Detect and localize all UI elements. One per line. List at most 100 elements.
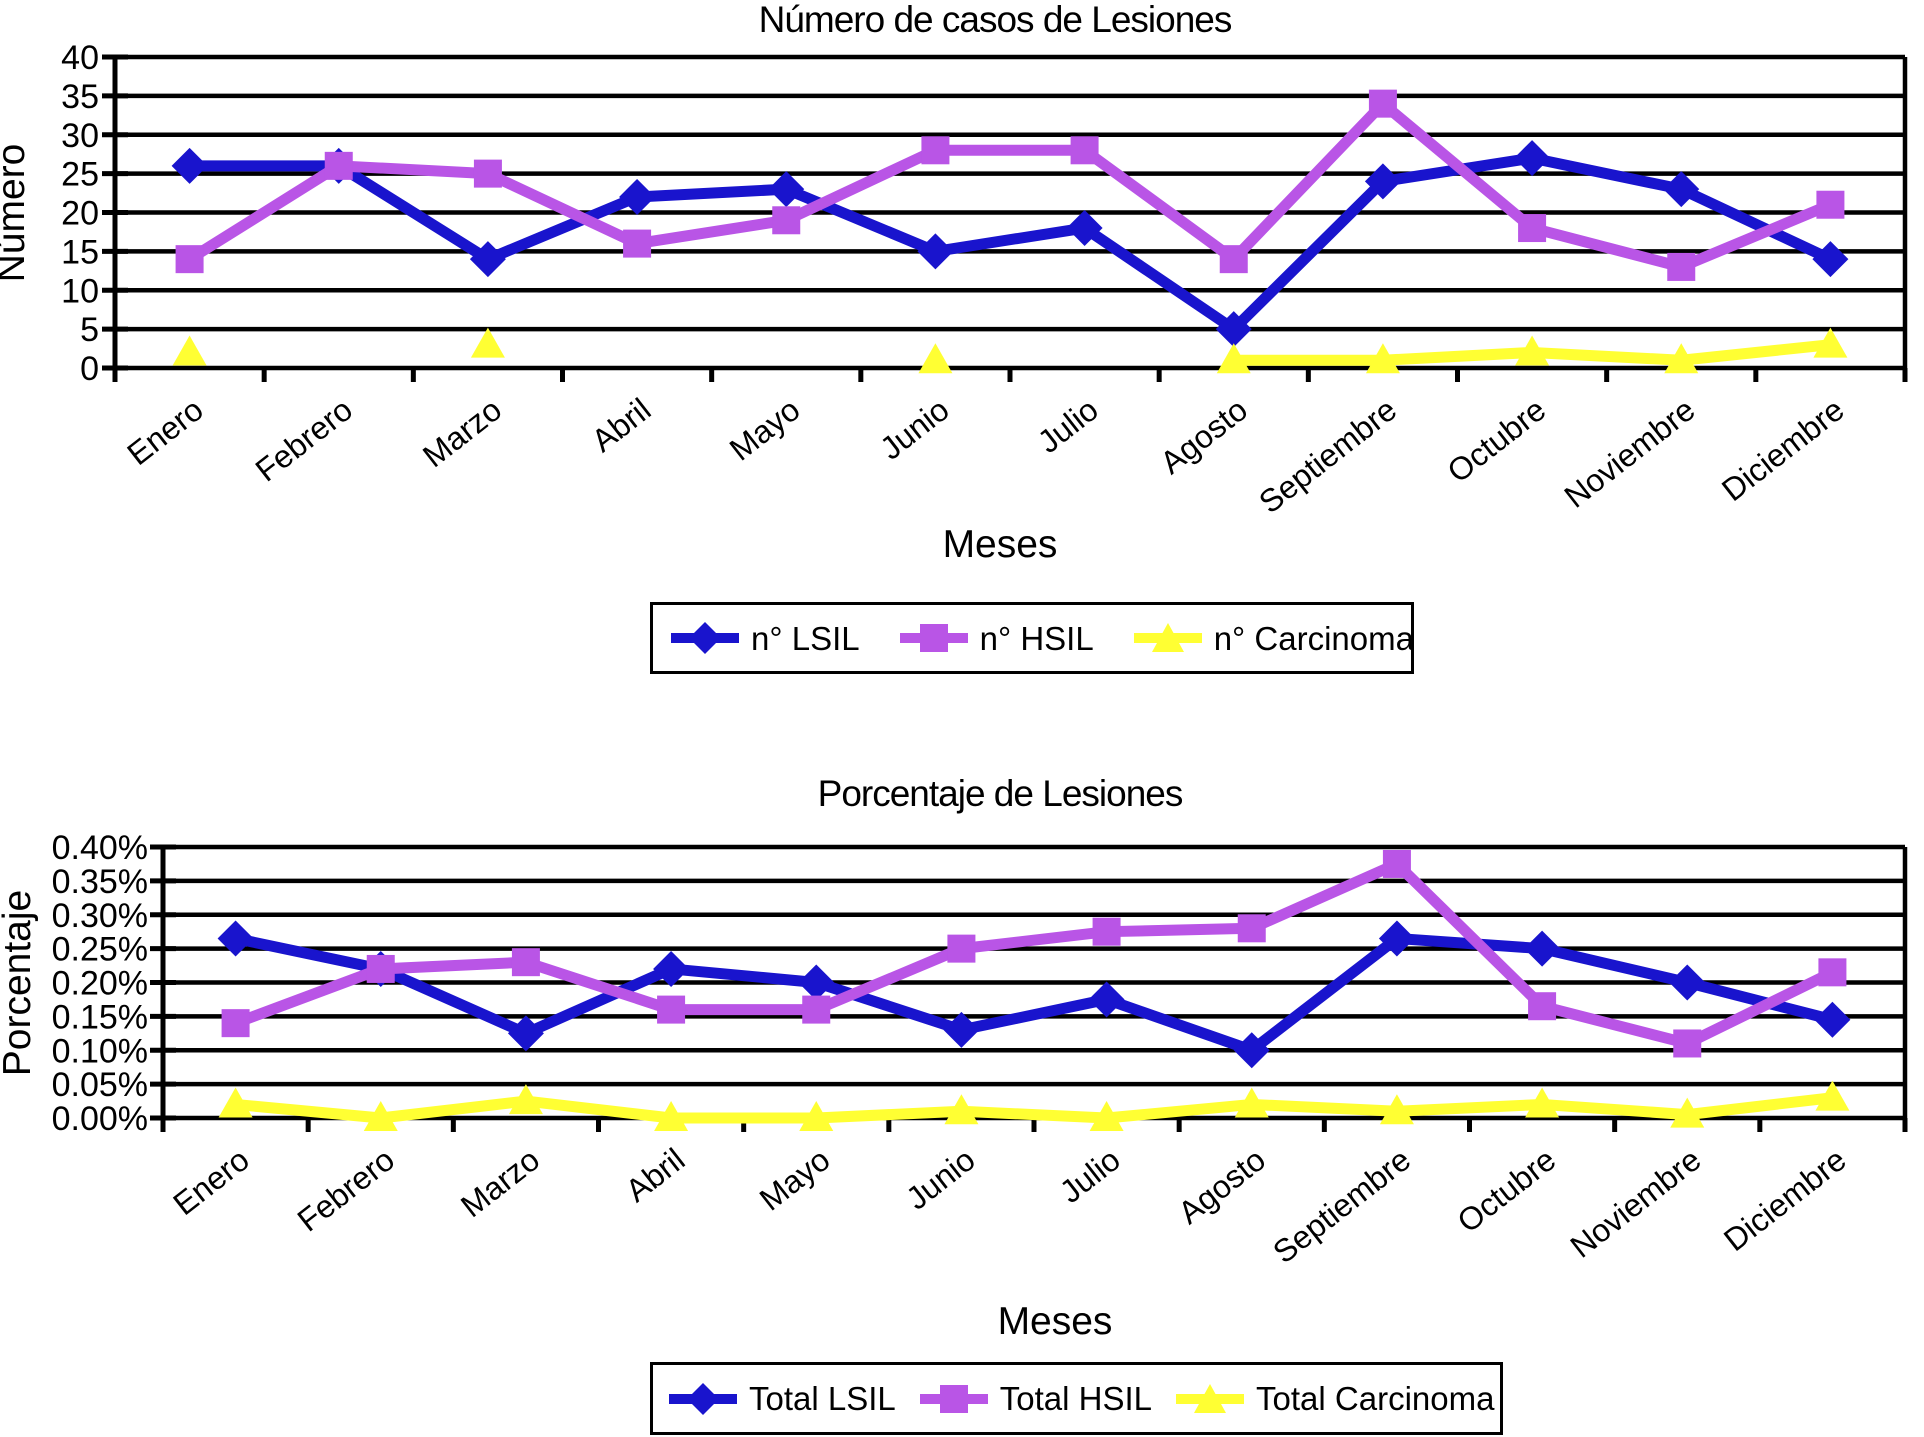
x-tick-label: Abril: [585, 391, 658, 459]
marker-diamond: [1814, 1001, 1851, 1038]
marker-square: [366, 954, 395, 983]
marker-diamond: [507, 1015, 544, 1052]
x-tick-label: Febrero: [249, 391, 359, 488]
marker-square: [1092, 917, 1121, 946]
x-tick-label: Agosto: [1171, 1141, 1272, 1231]
marker-triangle: [363, 1101, 398, 1131]
marker-diamond: [1812, 241, 1849, 278]
marker-square: [1528, 992, 1557, 1021]
marker-diamond: [1066, 210, 1103, 247]
marker-diamond: [1669, 964, 1706, 1001]
total-hsil-line-marker-icon: [919, 1384, 988, 1413]
legend-label-hsil: n° HSIL: [979, 619, 1094, 657]
marker-triangle: [1670, 1097, 1705, 1128]
y-tick-label: 40: [61, 39, 99, 77]
marker-square: [1382, 849, 1411, 878]
marker-triangle: [508, 1084, 543, 1115]
series-n° HSIL: [175, 89, 1845, 281]
x-tick-label: Enero: [166, 1141, 255, 1222]
marker-triangle: [1664, 343, 1699, 374]
series-line: [234, 932, 1834, 1056]
legend-label-total-hsil: Total HSIL: [999, 1380, 1153, 1417]
marker-square: [802, 995, 831, 1024]
marker-square: [1816, 190, 1845, 219]
x-tick-label: Septiembre: [1266, 1141, 1417, 1270]
marker-triangle: [218, 1087, 253, 1118]
marker-square: [947, 934, 976, 963]
chart-title: Porcentaje de Lesiones: [818, 773, 1183, 814]
marker-diamond: [217, 920, 254, 957]
y-tick-label: 0.15%: [52, 998, 148, 1036]
x-tick-label: Febrero: [291, 1141, 401, 1238]
marker-triangle: [1813, 327, 1848, 358]
legend-item-total-lsil: Total LSIL: [667, 1382, 896, 1416]
marker-square: [1237, 914, 1266, 943]
marker-triangle: [1515, 335, 1550, 366]
marker-diamond: [917, 233, 954, 270]
y-tick-label: 0.35%: [52, 863, 148, 901]
chart-title: Número de casos de Lesiones: [759, 0, 1232, 40]
marker-square: [772, 206, 801, 235]
marker-diamond: [1378, 920, 1415, 957]
x-tick-label: Junio: [873, 391, 955, 466]
y-tick-label: 0.25%: [52, 931, 148, 969]
marker-square: [175, 245, 204, 274]
y-tick-label: 20: [61, 195, 99, 233]
series-Total Carcinoma: [218, 1080, 1850, 1131]
hsil-line-marker-icon: [899, 624, 968, 652]
carcinoma-line-marker-icon: [1133, 623, 1202, 652]
x-tick-label: Diciembre: [1715, 391, 1851, 508]
marker-square: [473, 159, 502, 188]
x-tick-label: Mayo: [723, 391, 807, 468]
x-tick-label: Junio: [899, 1141, 981, 1216]
legend-item-total-hsil: Total HSIL: [918, 1382, 1152, 1416]
x-tick-label: Octubre: [1441, 391, 1553, 489]
series-line: [235, 1092, 1834, 1124]
x-tick-label: Abril: [619, 1141, 692, 1209]
marker-square: [1667, 252, 1696, 281]
marker-triangle: [1089, 1101, 1124, 1131]
marker-square: [623, 229, 652, 258]
marker-square: [511, 948, 540, 977]
series-line: [186, 98, 1833, 273]
marker-square: [1673, 1029, 1702, 1058]
marker-square: [921, 136, 950, 165]
x-tick-label: Septiembre: [1252, 391, 1403, 520]
x-tick-label: Mayo: [753, 1141, 837, 1218]
marker-triangle: [944, 1094, 979, 1125]
marker-square: [324, 151, 353, 180]
y-axis-title: Porcentaje: [0, 890, 39, 1076]
marker-triangle: [1815, 1080, 1850, 1111]
x-tick-label: Octubre: [1451, 1141, 1563, 1239]
marker-diamond: [653, 950, 690, 987]
marker-square: [221, 1009, 250, 1038]
x-tick-label: Diciembre: [1717, 1141, 1853, 1258]
marker-square: [657, 995, 686, 1024]
series-line: [189, 152, 1833, 335]
y-tick-label: 0.10%: [52, 1032, 148, 1070]
marker-square: [1368, 89, 1397, 118]
marker-triangle: [1379, 1094, 1414, 1125]
x-axis-title: Meses: [943, 523, 1058, 566]
marker-triangle: [1365, 343, 1400, 374]
legend-label-carcinoma: n° Carcinoma: [1213, 619, 1414, 657]
x-axis-title: Meses: [998, 1300, 1113, 1343]
marker-diamond: [171, 147, 208, 184]
y-tick-label: 0.30%: [52, 897, 148, 935]
series-n° LSIL: [171, 140, 1849, 348]
legend-label-total-carcinoma: Total Carcinoma: [1256, 1380, 1495, 1417]
x-tick-label: Noviembre: [1557, 391, 1701, 515]
x-tick-label: Noviembre: [1563, 1141, 1707, 1265]
marker-triangle: [1234, 1087, 1269, 1118]
plot-area: 0.00%0.05%0.10%0.15%0.20%0.25%0.30%0.35%…: [52, 829, 1908, 1138]
legend-item-carcinoma: n° Carcinoma: [1132, 621, 1414, 655]
marker-triangle: [1525, 1087, 1560, 1118]
legend-item-hsil: n° HSIL: [898, 621, 1094, 655]
y-tick-label: 15: [61, 233, 99, 271]
legend-porcentaje: Total LSIL Total HSIL Total Carcinoma: [650, 1362, 1503, 1435]
marker-diamond: [1088, 981, 1125, 1018]
legend-item-total-carcinoma: Total Carcinoma: [1174, 1382, 1494, 1416]
